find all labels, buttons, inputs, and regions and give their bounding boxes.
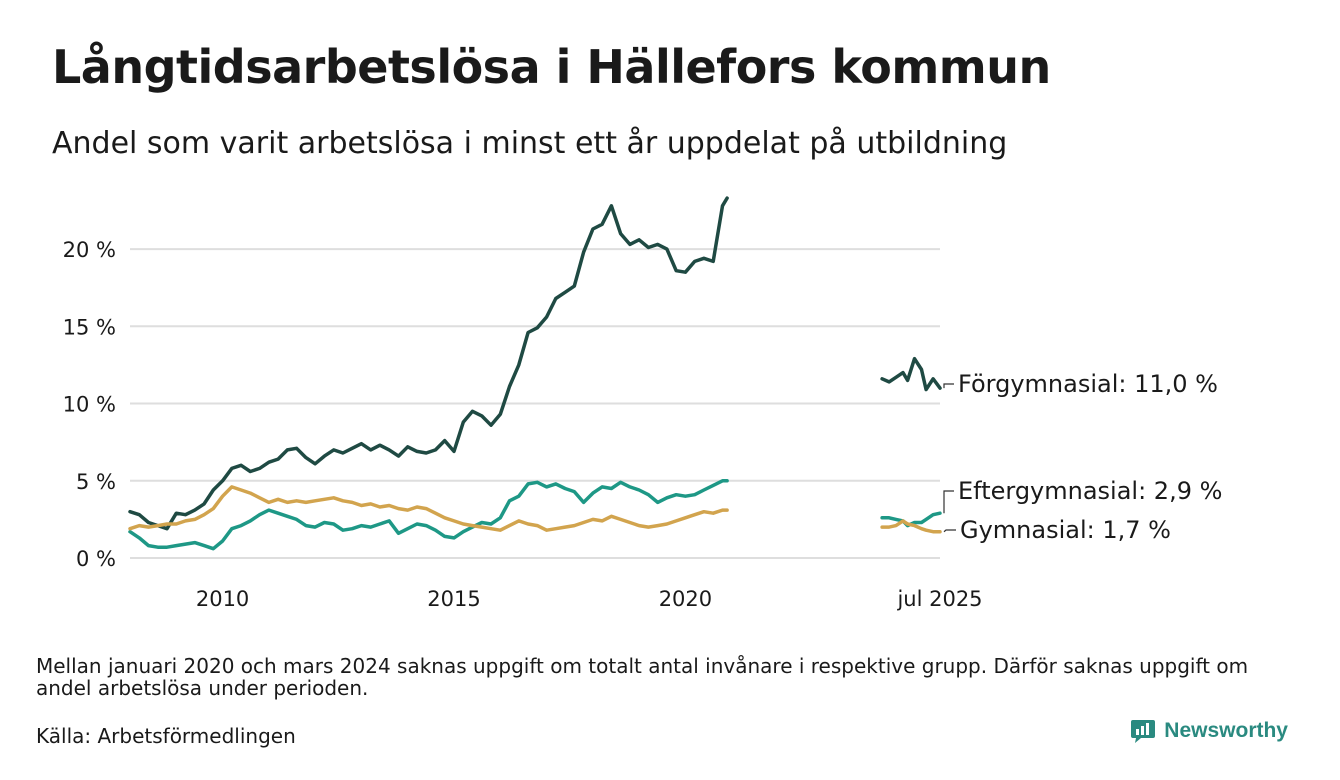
y-tick-label: 10 % — [63, 393, 116, 417]
series-line-forgymnasial — [128, 196, 729, 531]
series-line-gymnasial — [880, 519, 942, 534]
end-labels: Förgymnasial: 11,0 % Eftergymnasial: 2,9 … — [943, 370, 1222, 544]
newsworthy-logo-icon — [1131, 720, 1156, 743]
footnote: Mellan januari 2020 och mars 2024 saknas… — [36, 654, 1249, 700]
brand-logo[interactable]: Newsworthy — [1130, 718, 1288, 744]
series-lines — [128, 196, 942, 551]
y-tick-label: 0 % — [76, 547, 116, 571]
y-tick-label: 5 % — [76, 470, 116, 494]
end-label-eftergymnasial: Eftergymnasial: 2,9 % — [958, 477, 1222, 505]
x-tick-label: jul 2025 — [896, 587, 982, 611]
brand-name: Newsworthy — [1164, 719, 1288, 742]
y-tick-label: 15 % — [63, 315, 116, 339]
end-label-forgymnasial: Förgymnasial: 11,0 % — [958, 370, 1218, 398]
line-chart: 0 % 5 % 10 % 15 % 20 % 2010 2015 2020 jul 2025 F… — [63, 196, 1222, 611]
series-line-gymnasial — [128, 485, 729, 532]
series-line-eftergymnasial — [128, 479, 729, 551]
label-connector — [943, 490, 954, 514]
end-label-gymnasial: Gymnasial: 1,7 % — [960, 516, 1171, 544]
x-tick-label: 2010 — [196, 587, 249, 611]
source-text: Källa: Arbetsförmedlingen — [36, 724, 296, 748]
chart-subtitle: Andel som varit arbetslösa i minst ett å… — [52, 126, 1008, 161]
chart-title: Långtidsarbetslösa i Hällefors kommun — [52, 40, 1051, 94]
grid-lines: 0 % 5 % 10 % 15 % 20 % 2010 2015 2020 jul 2025 — [63, 238, 983, 611]
x-tick-label: 2015 — [427, 587, 480, 611]
series-line-forgymnasial — [880, 356, 942, 392]
label-connector — [943, 383, 954, 389]
label-connector — [943, 529, 956, 533]
y-tick-label: 20 % — [63, 238, 116, 262]
x-tick-label: 2020 — [659, 587, 712, 611]
